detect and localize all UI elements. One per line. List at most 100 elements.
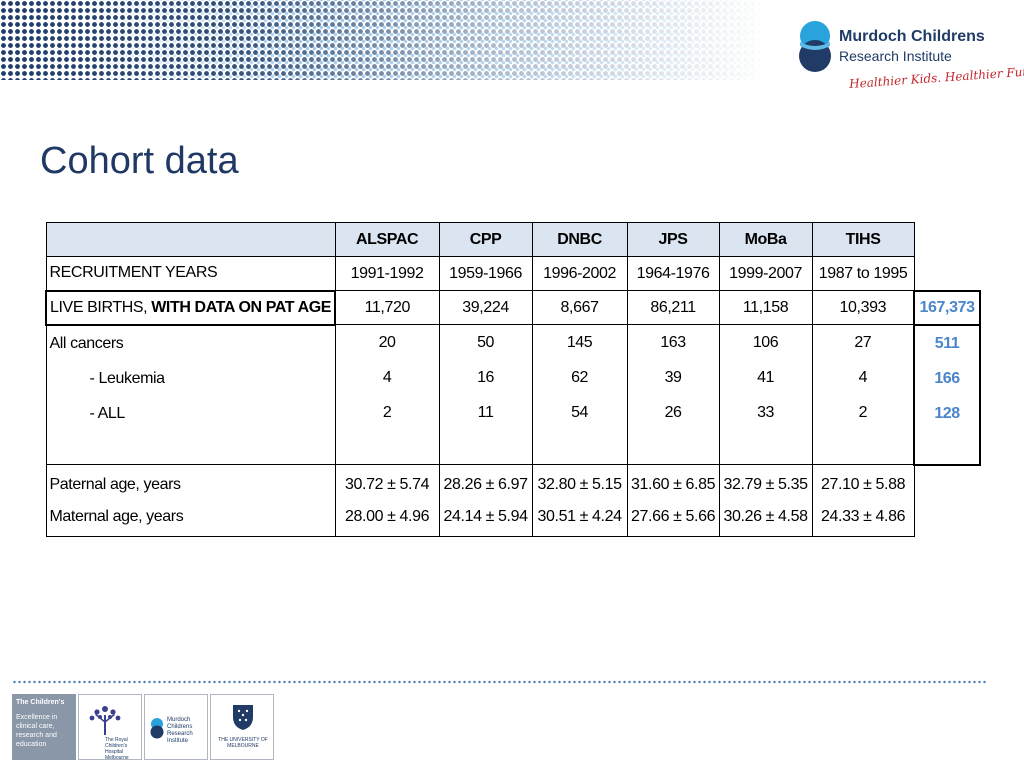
table-cell: 2	[858, 404, 868, 421]
age-values: 28.26 ± 6.97 24.14 ± 5.94	[438, 464, 533, 537]
table-cell: 30.72 ± 5.74	[345, 476, 430, 493]
live-births-label-bold: WITH DATA ON PAT AGE	[151, 298, 332, 316]
table-cell: 39,224	[438, 290, 533, 325]
age-label: Paternal age, years	[49, 476, 182, 493]
recruitment-row: RECRUITMENT YEARS 1991-1992 1959-1966 19…	[45, 256, 980, 291]
table-cell: 10,393	[811, 290, 915, 325]
column-header: ALSPAC	[334, 222, 440, 257]
column-header: DNBC	[531, 222, 628, 257]
mcri-logo-name: Murdoch Childrens	[839, 28, 985, 45]
table-cell: 163	[660, 334, 686, 351]
table-cell: 27	[854, 334, 872, 351]
cancer-values: 50 16 11	[438, 324, 533, 465]
cancer-labels: All cancers - Leukemia - ALL	[45, 324, 336, 465]
table-cell: 28.26 ± 6.97	[443, 476, 528, 493]
unimelb-crest-icon	[233, 705, 253, 730]
cancer-values: 20 4 2	[334, 324, 440, 465]
total-cell: 511	[934, 334, 960, 352]
dotted-banner-overlay	[0, 0, 770, 80]
age-values: 31.60 ± 6.85 27.66 ± 5.66	[626, 464, 720, 537]
table-cell: 54	[571, 404, 589, 421]
age-values: 32.80 ± 5.15 30.51 ± 4.24	[531, 464, 628, 537]
table-cell: 32.80 ± 5.15	[537, 476, 622, 493]
mcri-icon	[150, 718, 164, 739]
cohort-table: ALSPAC CPP DNBC JPS MoBa TIHS RECRUITMEN…	[44, 222, 982, 537]
mcri-logo: Murdoch Childrens Research Institute Hea…	[795, 18, 1024, 93]
table-cell: 4	[382, 369, 392, 386]
table-cell: 30.51 ± 4.24	[537, 508, 622, 525]
age-label: Maternal age, years	[49, 508, 184, 525]
table-cell: 11,720	[334, 290, 440, 325]
table-cell: 145	[566, 334, 593, 351]
mcri-small-logo-text: Murdoch Childrens Research Institute	[167, 717, 193, 744]
cancer-values: 106 41 33	[718, 324, 813, 465]
age-values: 30.72 ± 5.74 28.00 ± 4.96	[334, 464, 440, 537]
cancer-label: - ALL	[89, 404, 126, 422]
cancer-label: All cancers	[49, 334, 124, 352]
table-cell: 4	[858, 369, 868, 386]
table-cell: 1959-1966	[438, 256, 533, 291]
childrens-logo-text: Excellence in clinical care, research an…	[16, 714, 58, 748]
live-births-label: LIVE BIRTHS,	[50, 298, 152, 316]
table-cell: 24.33 ± 4.86	[821, 508, 906, 525]
total-blank	[914, 257, 980, 291]
table-cell: 32.79 ± 5.35	[723, 476, 808, 493]
table-cell: 20	[378, 334, 396, 351]
table-cell: 1964-1976	[626, 256, 720, 291]
mcri-small-logo: Murdoch Childrens Research Institute	[144, 694, 208, 760]
table-cell: 31.60 ± 6.85	[631, 476, 716, 493]
age-row: Paternal age, years Maternal age, years …	[45, 464, 980, 537]
table-cell: 2	[382, 404, 392, 421]
total-cell: 166	[934, 369, 960, 387]
live-births-row: LIVE BIRTHS, WITH DATA ON PAT AGE 11,720…	[44, 289, 982, 326]
cancers-row: All cancers - Leukemia - ALL 20 4 2 50 1…	[45, 323, 982, 466]
table-cell: 8,667	[531, 290, 628, 325]
table-cell: 39	[664, 369, 682, 386]
table-cell: 33	[757, 404, 775, 421]
mcri-logo-tagline: Healthier Kids. Healthier Future.	[848, 62, 1024, 92]
total-cell: 167,373	[913, 289, 982, 326]
table-cell: 41	[757, 369, 775, 386]
rch-logo-text: The Royal Children's Hospital Melbourne	[105, 737, 129, 761]
total-blank	[914, 465, 980, 537]
cancer-values: 145 62 54	[531, 324, 628, 465]
row-label: LIVE BIRTHS, WITH DATA ON PAT AGE	[44, 289, 337, 326]
rch-tree-icon	[89, 706, 121, 735]
age-values: 32.79 ± 5.35 30.26 ± 4.58	[718, 464, 813, 537]
row-label: RECRUITMENT YEARS	[45, 256, 336, 291]
header-corner	[45, 222, 336, 257]
cancer-totals: 511 166 128	[913, 323, 982, 466]
column-header: TIHS	[811, 222, 915, 257]
total-header-blank	[914, 223, 980, 257]
table-cell: 27.66 ± 5.66	[631, 508, 716, 525]
cancer-label: - Leukemia	[89, 369, 166, 387]
total-cell: 128	[934, 404, 960, 422]
column-header: CPP	[438, 222, 533, 257]
table-cell: 1999-2007	[718, 256, 813, 291]
table-cell: 11	[477, 404, 494, 421]
column-header: JPS	[626, 222, 720, 257]
table-cell: 27.10 ± 5.88	[821, 476, 906, 493]
table-cell: 62	[571, 369, 589, 386]
age-labels: Paternal age, years Maternal age, years	[45, 464, 336, 537]
table-cell: 1991-1992	[334, 256, 440, 291]
header-row: ALSPAC CPP DNBC JPS MoBa TIHS	[45, 222, 980, 257]
column-header: MoBa	[718, 222, 813, 257]
childrens-logo-title: The Children's	[16, 699, 65, 706]
table-cell: 11,158	[718, 290, 813, 325]
table-cell: 28.00 ± 4.96	[345, 508, 430, 525]
page-title: Cohort data	[40, 140, 239, 182]
unimelb-logo-text: THE UNIVERSITY OF MELBOURNE	[218, 737, 268, 749]
table-cell: 106	[752, 334, 779, 351]
rch-logo: The Royal Children's Hospital Melbourne	[78, 694, 142, 761]
table-cell: 1996-2002	[531, 256, 628, 291]
footer-divider	[12, 680, 987, 684]
mcri-logo-icon	[799, 21, 831, 72]
footer-logos: The Children's Excellence in clinical ca…	[12, 694, 274, 762]
table-cell: 16	[477, 369, 495, 386]
unimelb-logo: THE UNIVERSITY OF MELBOURNE	[210, 694, 274, 760]
table-cell: 26	[664, 404, 682, 421]
table-cell: 30.26 ± 4.58	[723, 508, 808, 525]
age-values: 27.10 ± 5.88 24.33 ± 4.86	[811, 464, 915, 537]
table-cell: 50	[477, 334, 495, 351]
